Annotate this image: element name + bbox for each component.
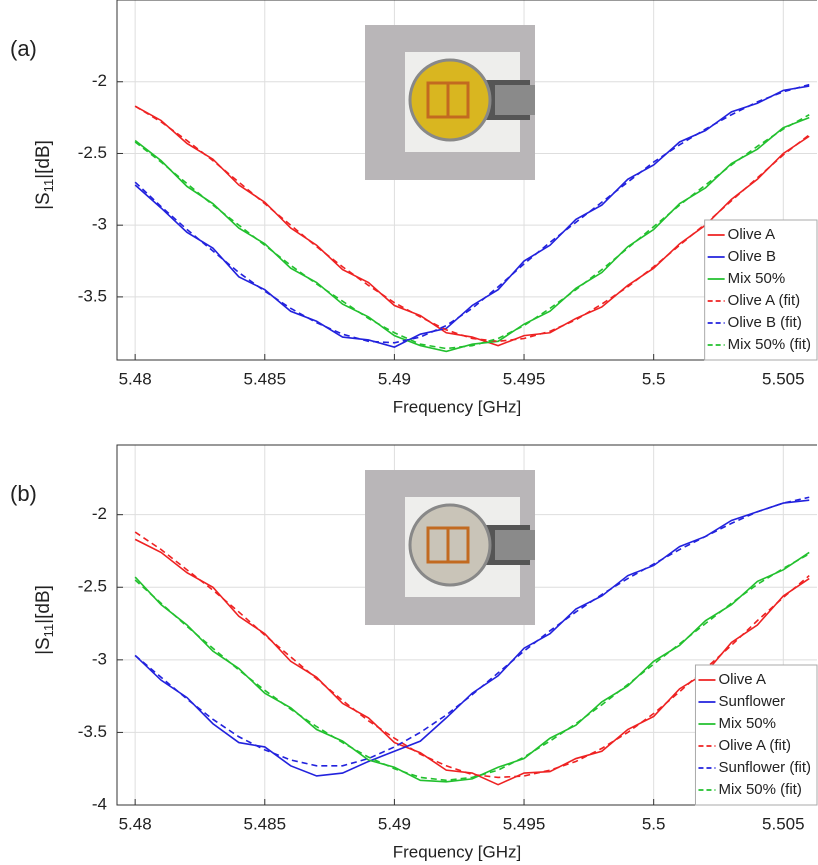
legend-box <box>694 664 818 806</box>
x-tick-label: 5.505 <box>762 814 805 833</box>
legend-label: Sunflower (fit) <box>718 759 811 776</box>
legend-label: Olive B (fit) <box>728 314 802 331</box>
legend: Olive A Sunflower Mix 50% Olive A (fit) Sunf… <box>694 664 818 806</box>
x-tick-label: 5.495 <box>503 814 546 833</box>
x-tick-label: 5.485 <box>244 814 287 833</box>
x-tick-label: 5.48 <box>119 814 152 833</box>
y-axis-label-part: |[dB] <box>33 585 54 624</box>
series-line <box>134 553 810 782</box>
x-tick-label: 5.485 <box>244 369 287 388</box>
y-axis-label-part: |S <box>33 637 54 655</box>
panel-a: 5.48 5.485 5.49 5.495 5.5 5.505 -3.5 -3 -2.5 -2 Fr… <box>10 0 818 416</box>
panel-label: (a) <box>10 36 37 61</box>
legend-box <box>704 219 818 361</box>
series-line <box>134 105 810 343</box>
x-tick-label: 5.505 <box>762 369 805 388</box>
series-line <box>134 551 810 783</box>
series-line <box>134 114 810 350</box>
x-tick-label: 5.495 <box>503 369 546 388</box>
legend-label: Mix 50% <box>718 715 776 732</box>
y-tick-label: -3 <box>92 215 107 234</box>
x-tick-label: 5.49 <box>378 369 411 388</box>
x-axis-label: Frequency [GHz] <box>393 397 522 416</box>
y-axis-label-part: |S <box>33 192 54 210</box>
photo-connector <box>495 530 535 560</box>
photo-connector <box>495 85 535 115</box>
legend-label: Mix 50% (fit) <box>718 781 801 798</box>
legend-label: Olive A (fit) <box>718 737 791 754</box>
legend-label: Olive A <box>728 226 776 243</box>
y-tick-label: -3.5 <box>78 722 107 741</box>
photo-sensor <box>408 58 492 142</box>
y-axis-label: |S11|[dB] <box>33 585 56 655</box>
y-tick-label: -3 <box>92 649 107 668</box>
y-axis-label-part: |[dB] <box>33 140 54 179</box>
legend: Olive A Olive B Mix 50% Olive A (fit) Olive … <box>704 219 818 361</box>
axis <box>116 444 817 806</box>
y-tick-label: -2.5 <box>78 143 107 162</box>
legend-label: Olive B <box>728 248 776 265</box>
legend-label: Sunflower <box>718 693 785 710</box>
x-axis-label: Frequency [GHz] <box>393 842 522 861</box>
series-line <box>134 83 810 344</box>
y-tick-label: -4 <box>92 794 107 813</box>
series-line <box>134 496 810 767</box>
photo-sensor <box>408 503 492 587</box>
y-tick-label: -2 <box>92 504 107 523</box>
x-tick-label: 5.49 <box>378 814 411 833</box>
x-tick-label: 5.5 <box>642 814 666 833</box>
legend-label: Mix 50% (fit) <box>728 336 811 353</box>
series-line <box>134 105 810 347</box>
axis <box>116 0 817 361</box>
legend-label: Olive A <box>718 671 766 688</box>
x-tick-label: 5.5 <box>642 369 666 388</box>
panel-b: 5.48 5.485 5.49 5.495 5.5 5.505 -4 -3.5 -3 -2.5 -2… <box>10 444 818 861</box>
y-axis-label: |S11|[dB] <box>33 140 56 210</box>
y-axis-label-part: 11 <box>41 179 56 193</box>
series-line <box>134 116 810 353</box>
legend-label: Mix 50% <box>728 270 786 287</box>
series-line <box>134 499 810 777</box>
panel-label: (b) <box>10 481 37 506</box>
legend-label: Olive A (fit) <box>728 292 801 309</box>
y-tick-label: -2 <box>92 71 107 90</box>
y-tick-label: -3.5 <box>78 286 107 305</box>
y-axis-label-part: 11 <box>41 624 56 638</box>
y-tick-label: -2.5 <box>78 577 107 596</box>
x-tick-label: 5.48 <box>119 369 152 388</box>
